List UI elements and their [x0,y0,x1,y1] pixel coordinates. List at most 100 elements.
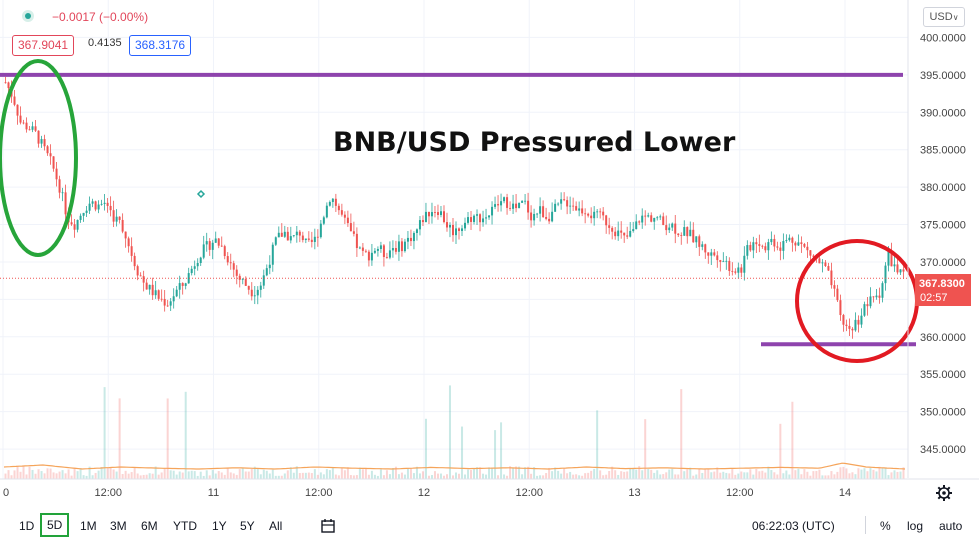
candle-body [521,201,524,203]
candle-body [548,218,551,222]
candle-body [485,217,488,219]
auto-toggle[interactable]: auto [939,519,963,533]
timeframe-all[interactable]: All [269,519,283,533]
y-tick-label: 370.0000 [920,257,966,269]
candle-body [382,245,385,257]
timeframe-ytd[interactable]: YTD [173,519,197,533]
candle-body [34,126,37,131]
volume-bar [163,468,166,479]
settings-gear-icon[interactable] [936,485,952,501]
volume-bar [743,472,746,479]
volume-bar [229,472,232,479]
date-range-icon[interactable] [320,518,336,534]
candle-body [250,289,253,297]
volume-bar [716,467,719,479]
ask-price[interactable]: 368.3176 [129,35,192,56]
volume-bar [842,466,845,479]
volume-bar [451,475,454,479]
volume-bar [265,470,268,479]
log-toggle[interactable]: log [907,519,924,533]
timeframe-5d[interactable]: 5D [40,513,70,537]
timeframe-1m[interactable]: 1M [80,519,97,533]
volume-bar [91,475,94,479]
candle-body [337,205,340,211]
candle-body [172,296,175,302]
volume-bar [289,467,292,479]
candle-body [854,319,857,331]
candle-body [193,266,196,269]
volume-bar [506,475,509,479]
percent-toggle[interactable]: % [880,519,891,533]
candle-body [292,235,295,237]
candle-body [130,246,133,256]
volume-bar [704,468,707,479]
candle-body [776,246,779,248]
candle-body [710,252,713,256]
volume-bar [812,471,815,479]
volume-bar [421,471,424,479]
currency-select[interactable]: USD∨ [923,7,965,27]
candle-body [268,264,271,269]
grid [0,0,908,479]
candle-body [656,217,659,219]
volume-bar [319,472,322,479]
volume-bar [268,473,271,479]
countdown-label: 02:57 [920,292,948,304]
volume-bar [752,474,755,479]
timeframe-6m[interactable]: 6M [141,519,158,533]
volume-bar [659,474,662,479]
volume-bar [340,468,343,479]
volume-bar [448,385,451,479]
volume-bar [890,472,893,479]
candle-body [286,231,289,241]
volume-bar [608,471,611,479]
candle-body [259,285,262,290]
candle-body [722,261,725,263]
volume-bar [701,472,704,479]
utc-clock[interactable]: 06:22:03 (UTC) [752,519,835,533]
volume-bar [770,470,773,479]
candle-body [563,199,566,201]
timeframe-3m[interactable]: 3M [110,519,127,533]
candle-body [707,252,710,256]
volume-bar [878,466,881,479]
volume-bar [767,466,770,479]
timeframe-1y[interactable]: 1Y [212,519,227,533]
volume-bar [175,474,178,479]
candle-body [196,263,199,267]
x-tick-label: 12:00 [515,487,543,499]
candle-body [199,257,202,264]
volume-bar [542,475,545,479]
candle-body [704,244,707,253]
volume-bar [187,471,190,479]
candle-body [343,214,346,218]
timeframe-1d[interactable]: 1D [19,519,35,533]
candle-body [662,216,665,226]
volume-bar [740,471,743,479]
candle-body [394,248,397,252]
volume-bar [211,470,214,479]
x-tick-label: 0 [3,487,9,499]
candle-body [427,211,430,217]
volume-bar [584,473,587,479]
volume-bar [458,473,461,479]
timeframe-5y[interactable]: 5Y [240,519,255,533]
candle-body [115,216,118,222]
spread-value: 0.4135 [88,37,122,49]
candle-body [256,289,259,296]
candle-body [500,201,503,206]
x-tick-label: 12:00 [726,487,754,499]
candle-body [785,240,788,242]
volume-bar [647,469,650,479]
y-tick-label: 385.0000 [920,145,966,157]
volume-bar [464,474,467,479]
bid-price[interactable]: 367.9041 [12,35,75,56]
volume-bar [307,472,310,479]
candle-body [641,215,644,223]
candle-body [133,255,136,267]
volume-bar [581,475,584,479]
y-tick-label: 345.0000 [920,444,966,456]
volume-bar [196,475,199,479]
candle-body [409,237,412,242]
